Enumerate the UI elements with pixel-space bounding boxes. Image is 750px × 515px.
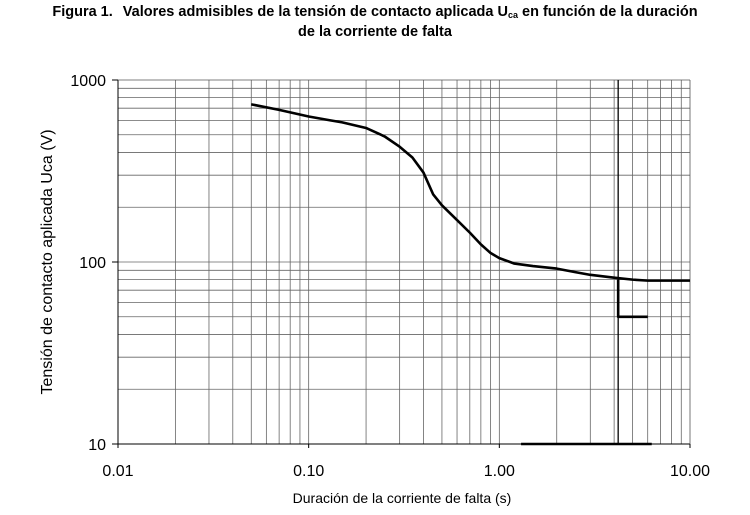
y-tick-label: 100 (79, 255, 106, 272)
series-line-2 (616, 279, 648, 319)
y-axis-label: Tensión de contacto aplicada Uca (V) (39, 129, 56, 394)
figure-label: Figura 1. (52, 4, 113, 20)
x-tick-label: 0.10 (293, 463, 324, 480)
title-text-part1: Valores admisibles de la tensión de cont… (122, 4, 508, 20)
x-tick-label: 0.01 (102, 463, 133, 480)
y-tick-label: 1000 (70, 73, 106, 90)
title-subscript: ca (507, 10, 518, 20)
x-axis-label: Duración de la corriente de falta (s) (293, 490, 512, 506)
x-tick-label: 10.00 (670, 463, 710, 480)
chart-title: Figura 1. Valores admisibles de la tensió… (0, 4, 750, 41)
series-line-1 (251, 103, 690, 282)
grid (118, 80, 690, 444)
chart-title-line2: de la corriente de falta (298, 24, 452, 40)
series-group (251, 80, 690, 446)
x-tick-label: 1.00 (484, 463, 515, 480)
y-tick-label: 10 (88, 437, 106, 454)
title-text-part2: en función de la duración (517, 4, 698, 20)
tick-labels: 0.01 0.10 1.00 10.00 10 100 1000 (70, 73, 710, 480)
chart-title-line1: Figura 1. Valores admisibles de la tensió… (0, 4, 750, 24)
